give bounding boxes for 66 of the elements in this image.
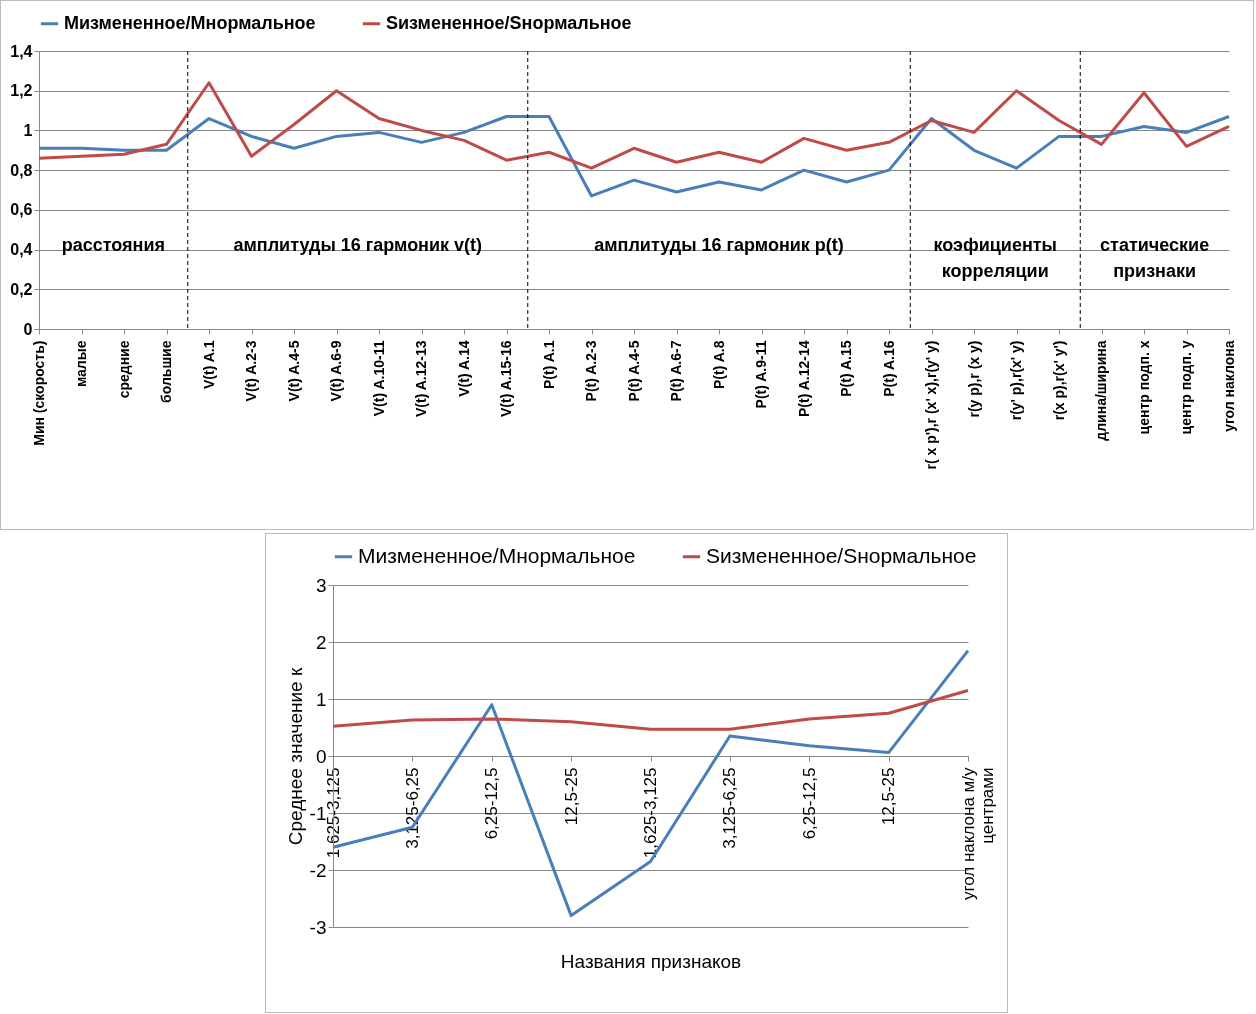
x-tick-label: V(t) A.10-11 xyxy=(370,340,387,417)
x-tick-label: длина/ширина xyxy=(1093,340,1109,441)
x-tick-label: 6,25-12,5 xyxy=(799,767,819,840)
x-tick-label: P(t) A.1 xyxy=(540,340,557,389)
y-tick-label: 0,6 xyxy=(10,201,33,219)
x-tick-label: r(y' p),r(x' y) xyxy=(1008,340,1024,421)
x-tick-label: V(t) A.6-9 xyxy=(328,340,344,402)
x-tick-label: угол наклона м/у центрами xyxy=(958,767,997,901)
x-tick-label: 3,125-6,25 xyxy=(720,767,740,849)
annotation: амплитуды 16 гармоник v(t) xyxy=(233,234,483,255)
line-series xyxy=(331,688,970,731)
x-tick-label: V(t) A.14 xyxy=(455,340,472,397)
x-tick-label: P(t) A.8 xyxy=(710,340,727,389)
x-tick-label: V(t) A.2-3 xyxy=(243,340,259,402)
x-tick-label: P(t) A.2-3 xyxy=(583,340,599,402)
x-tick-label: V(t) A.15-16 xyxy=(498,340,514,418)
x-tick-label: P(t) A.4-5 xyxy=(625,340,642,402)
x-tick-label: центр подп. x xyxy=(1135,340,1152,435)
x-tick-label: 1,625-3,125 xyxy=(641,767,660,859)
y-tick-label: 0,8 xyxy=(10,161,33,179)
legend-label: Мизмененное/Мнормальное xyxy=(358,543,636,567)
y-tick-label: -3 xyxy=(309,916,327,938)
x-tick-label: средние xyxy=(115,340,132,399)
x-tick-label: 6,25-12,5 xyxy=(482,767,502,840)
legend-label: Sизмененное/Sнормальное xyxy=(706,543,977,567)
x-tick-label: 12,5-25 xyxy=(561,767,581,826)
annotation: амплитуды 16 гармоник p(t) xyxy=(594,234,844,255)
x-tick-label: угол наклона xyxy=(1220,340,1237,432)
line-series xyxy=(37,81,1231,170)
x-tick-label: V(t) A.1 xyxy=(200,340,217,389)
y-tick-label: 1 xyxy=(315,688,327,710)
y-tick-label: 0 xyxy=(315,745,327,767)
x-tick-label: P(t) A.15 xyxy=(838,340,854,397)
y-tick-label: 0,2 xyxy=(10,280,33,298)
x-tick-label: центр подп. y xyxy=(1178,340,1194,435)
x-tick-label: P(t) A.9-11 xyxy=(753,340,769,409)
y-axis-title: Среднее значение к xyxy=(284,667,306,846)
y-tick-label: 1 xyxy=(23,121,33,139)
x-tick-label: малые xyxy=(73,340,89,388)
annotation: расстояния xyxy=(61,234,166,255)
x-tick-label: P(t) A.12-14 xyxy=(795,340,812,418)
y-tick-label: 0,4 xyxy=(10,241,33,259)
y-tick-label: 0 xyxy=(23,320,33,338)
annotation: коэфициенты корреляции xyxy=(933,234,1057,281)
x-tick-label: Мин (скорость) xyxy=(30,340,47,446)
x-axis-title: Названия признаков xyxy=(560,950,742,972)
x-tick-label: r(y p),r (x y) xyxy=(965,340,982,418)
x-tick-label: V(t) A.12-13 xyxy=(413,340,429,418)
x-tick-label: 3,125-6,25 xyxy=(402,767,422,849)
y-tick-label: 2 xyxy=(315,631,327,653)
x-tick-label: P(t) A.6-7 xyxy=(668,340,684,402)
annotation: статические признаки xyxy=(1100,234,1210,281)
line-series xyxy=(37,115,1231,198)
legend-label: Мизмененное/Мнормальное xyxy=(64,12,316,33)
y-tick-label: 3 xyxy=(315,574,327,596)
y-tick-label: 1,4 xyxy=(10,42,33,60)
x-tick-label: r(x p),r(x' y') xyxy=(1050,340,1067,421)
x-tick-label: r( x p'),r (x' x),r(y' y) xyxy=(923,340,939,470)
x-tick-label: V(t) A.4-5 xyxy=(285,340,302,402)
y-tick-label: -1 xyxy=(309,802,327,824)
y-tick-label: 1,2 xyxy=(10,82,33,100)
x-tick-label: P(t) A.16 xyxy=(880,340,897,397)
y-tick-label: -2 xyxy=(309,859,327,881)
x-tick-label: 12,5-25 xyxy=(879,767,899,826)
x-tick-label: большие xyxy=(158,340,174,403)
legend-label: Sизмененное/Sнормальное xyxy=(386,12,632,33)
